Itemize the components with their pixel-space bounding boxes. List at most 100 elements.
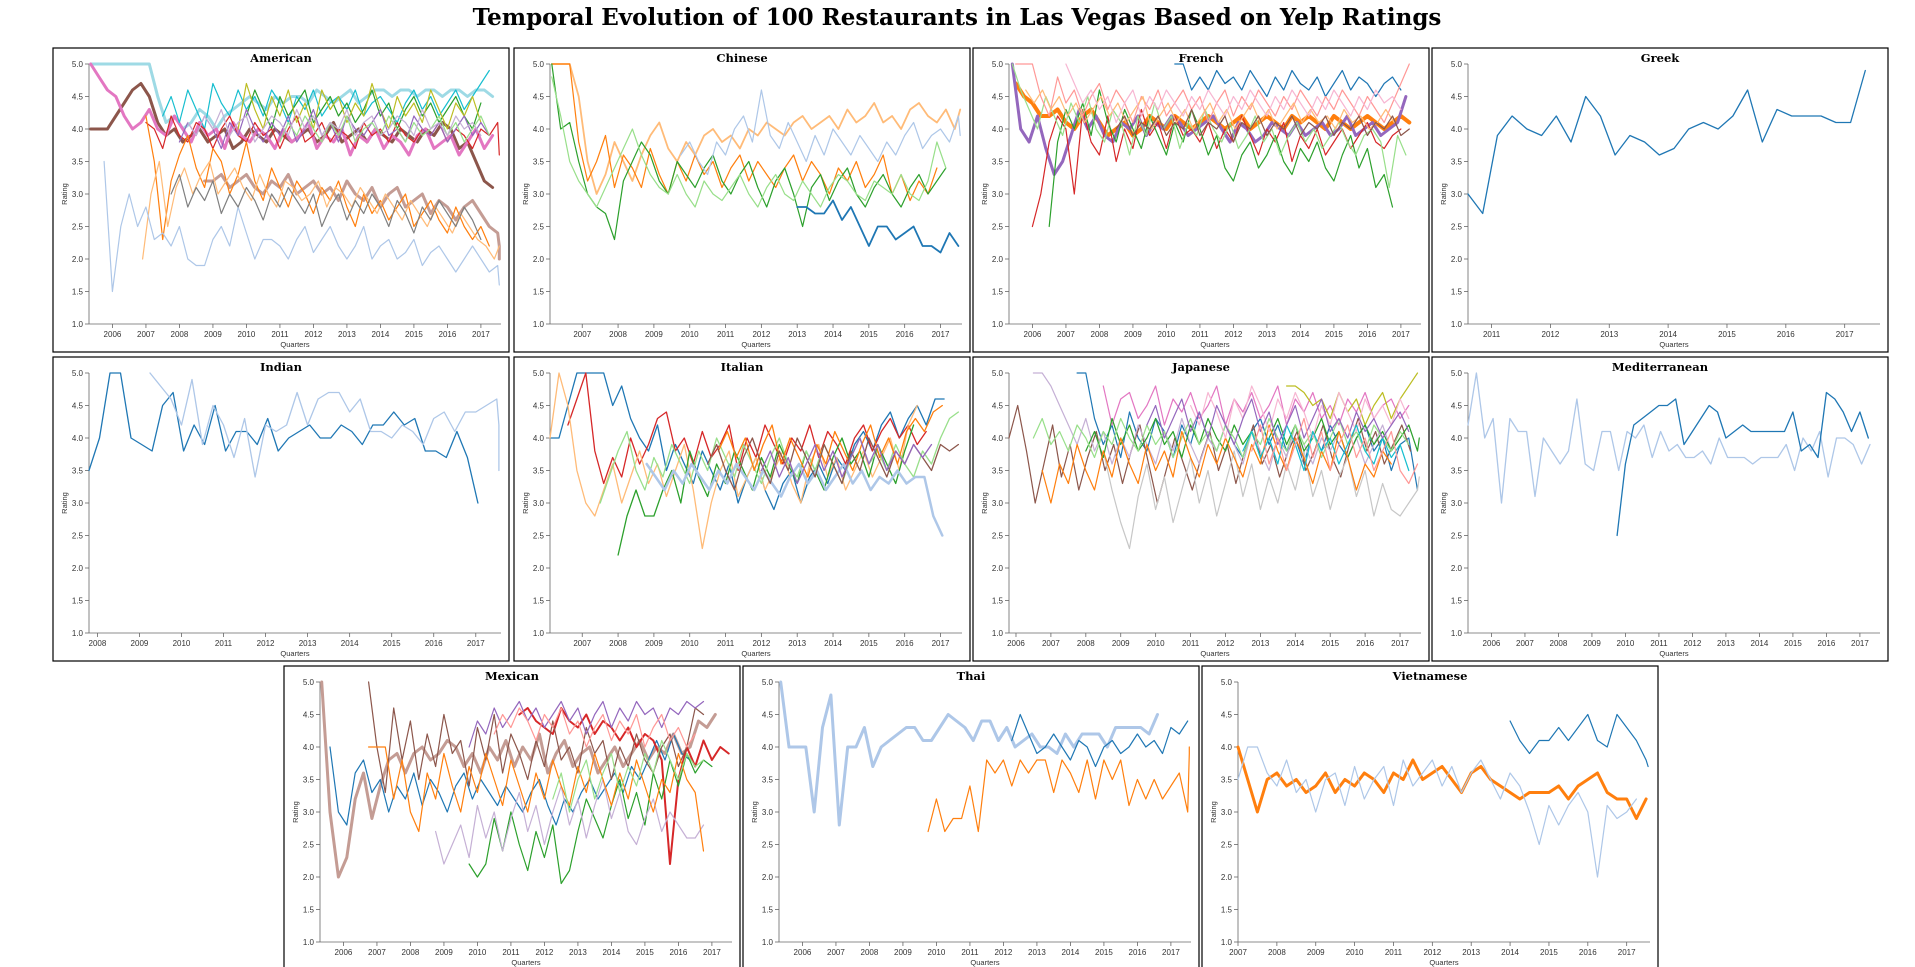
series-line bbox=[145, 115, 490, 247]
y-tick-label: 3.5 bbox=[992, 158, 1004, 167]
y-axis-label: Rating bbox=[980, 183, 989, 205]
y-tick-label: 2.0 bbox=[1221, 873, 1233, 882]
series-line bbox=[1285, 372, 1419, 426]
y-tick-label: 4.0 bbox=[533, 434, 545, 443]
x-tick-label: 2012 bbox=[995, 948, 1013, 957]
x-tick-label: 2010 bbox=[238, 330, 256, 339]
panel-title: Mediterranean bbox=[1612, 360, 1709, 374]
x-tick-label: 2011 bbox=[271, 330, 289, 339]
page-title: Temporal Evolution of 100 Restaurants in… bbox=[473, 4, 1442, 31]
x-tick-label: 2016 bbox=[425, 639, 443, 648]
x-tick-label: 2014 bbox=[372, 330, 390, 339]
x-tick-label: 2017 bbox=[932, 639, 950, 648]
y-tick-label: 4.0 bbox=[533, 125, 545, 134]
panel-frame bbox=[1431, 47, 1889, 353]
x-tick-label: 2010 bbox=[173, 639, 191, 648]
y-tick-label: 1.5 bbox=[72, 288, 84, 297]
y-tick-label: 3.0 bbox=[1451, 190, 1463, 199]
y-tick-label: 1.5 bbox=[533, 288, 545, 297]
y-tick-label: 2.0 bbox=[1451, 564, 1463, 573]
series-line bbox=[1102, 450, 1420, 550]
panel-frame bbox=[972, 47, 1430, 353]
x-tick-label: 2014 bbox=[1501, 948, 1519, 957]
y-axis-label: Rating bbox=[521, 183, 530, 205]
y-tick-label: 2.0 bbox=[72, 564, 84, 573]
x-tick-label: 2012 bbox=[752, 330, 770, 339]
x-tick-label: 2007 bbox=[827, 948, 845, 957]
y-tick-label: 3.0 bbox=[533, 190, 545, 199]
x-tick-label: 2006 bbox=[794, 948, 812, 957]
y-tick-label: 5.0 bbox=[303, 678, 315, 687]
y-axis-label: Rating bbox=[750, 801, 759, 823]
x-tick-label: 2010 bbox=[469, 948, 487, 957]
panel-mexican: Mexican 1.0 1.5 2.0 2.5 3.0 3.5 4.0 4.5 5.0 2006 20… bbox=[283, 665, 741, 967]
x-tick-label: 2009 bbox=[131, 639, 149, 648]
y-tick-label: 1.5 bbox=[1451, 597, 1463, 606]
x-tick-label: 2015 bbox=[1784, 639, 1802, 648]
y-tick-label: 4.0 bbox=[992, 434, 1004, 443]
x-tick-label: 2017 bbox=[703, 948, 721, 957]
series-line bbox=[599, 411, 960, 504]
y-tick-label: 2.0 bbox=[992, 255, 1004, 264]
x-tick-label: 2012 bbox=[1423, 948, 1441, 957]
y-tick-label: 2.5 bbox=[533, 532, 545, 541]
y-tick-label: 1.0 bbox=[1451, 629, 1463, 638]
x-tick-label: 2010 bbox=[1346, 948, 1364, 957]
y-axis-label: Rating bbox=[1439, 492, 1448, 514]
x-tick-label: 2011 bbox=[1191, 330, 1209, 339]
x-tick-label: 2007 bbox=[1229, 948, 1247, 957]
x-tick-label: 2014 bbox=[824, 639, 842, 648]
y-tick-label: 4.5 bbox=[1451, 93, 1463, 102]
x-tick-label: 2015 bbox=[1718, 330, 1736, 339]
x-tick-label: 2017 bbox=[1618, 948, 1636, 957]
x-tick-label: 2013 bbox=[299, 639, 317, 648]
x-tick-label: 2010 bbox=[928, 948, 946, 957]
x-tick-label: 2007 bbox=[573, 639, 591, 648]
x-tick-label: 2011 bbox=[502, 948, 520, 957]
y-tick-label: 4.5 bbox=[992, 93, 1004, 102]
y-tick-label: 1.5 bbox=[762, 906, 774, 915]
y-tick-label: 1.5 bbox=[992, 597, 1004, 606]
x-tick-label: 2015 bbox=[1321, 639, 1339, 648]
series-line bbox=[1237, 746, 1638, 878]
series-line bbox=[162, 69, 490, 130]
x-tick-label: 2015 bbox=[405, 330, 423, 339]
y-tick-label: 4.5 bbox=[533, 93, 545, 102]
y-tick-label: 4.5 bbox=[1221, 711, 1233, 720]
series-line bbox=[717, 404, 943, 478]
x-tick-label: 2012 bbox=[1542, 330, 1560, 339]
y-tick-label: 3.5 bbox=[533, 467, 545, 476]
x-tick-label: 2007 bbox=[368, 948, 386, 957]
series-line bbox=[88, 372, 479, 504]
y-tick-label: 1.0 bbox=[1451, 320, 1463, 329]
x-axis-label: Quarters bbox=[741, 649, 770, 658]
y-tick-label: 3.5 bbox=[72, 467, 84, 476]
series-line bbox=[1242, 424, 1410, 472]
y-tick-label: 2.5 bbox=[1221, 841, 1233, 850]
x-tick-label: 2014 bbox=[603, 948, 621, 957]
series-line bbox=[779, 680, 1159, 827]
x-tick-label: 2006 bbox=[335, 948, 353, 957]
x-tick-label: 2008 bbox=[861, 948, 879, 957]
y-tick-label: 3.5 bbox=[72, 158, 84, 167]
y-tick-label: 4.5 bbox=[762, 711, 774, 720]
x-tick-label: 2010 bbox=[1147, 639, 1165, 648]
y-tick-label: 1.5 bbox=[1221, 906, 1233, 915]
x-tick-label: 2017 bbox=[1162, 948, 1180, 957]
series-line bbox=[1146, 398, 1410, 446]
x-tick-label: 2012 bbox=[1684, 639, 1702, 648]
x-tick-label: 2009 bbox=[1583, 639, 1601, 648]
y-tick-label: 4.0 bbox=[303, 743, 315, 752]
x-tick-label: 2010 bbox=[1617, 639, 1635, 648]
x-tick-label: 2017 bbox=[1392, 330, 1410, 339]
y-tick-label: 3.0 bbox=[72, 499, 84, 508]
x-tick-label: 2013 bbox=[1258, 330, 1276, 339]
series-line bbox=[178, 108, 490, 150]
x-tick-label: 2008 bbox=[89, 639, 107, 648]
series-line bbox=[245, 89, 482, 130]
y-tick-label: 3.5 bbox=[1451, 158, 1463, 167]
x-tick-label: 2008 bbox=[609, 330, 627, 339]
series-line bbox=[1041, 424, 1392, 504]
panel-title: Thai bbox=[957, 669, 986, 683]
y-tick-label: 4.0 bbox=[1451, 434, 1463, 443]
